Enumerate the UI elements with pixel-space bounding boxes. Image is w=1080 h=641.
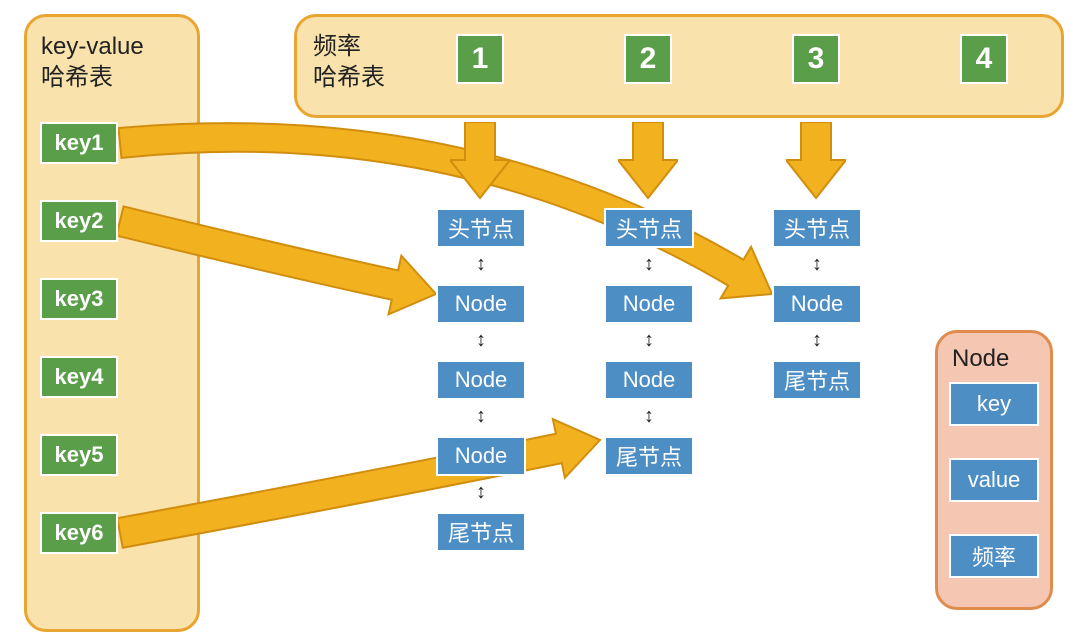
- freq-slot-2: 2: [624, 34, 672, 84]
- node-field-value: value: [949, 458, 1039, 502]
- head-node: 头节点: [604, 208, 694, 248]
- list-node: Node: [436, 284, 526, 324]
- updown-arrow-icon: ↕: [639, 254, 659, 274]
- down-arrow-icon: [618, 122, 678, 200]
- list-node: Node: [604, 284, 694, 324]
- freq-slot-4: 4: [960, 34, 1008, 84]
- updown-arrow-icon: ↕: [471, 406, 491, 426]
- kv-title: key-value 哈希表: [41, 31, 144, 93]
- updown-arrow-icon: ↕: [471, 482, 491, 502]
- list-node: Node: [436, 360, 526, 400]
- key-box-3: key3: [40, 278, 118, 320]
- key-box-5: key5: [40, 434, 118, 476]
- freq-slot-1: 1: [456, 34, 504, 84]
- key-box-6: key6: [40, 512, 118, 554]
- head-node: 头节点: [772, 208, 862, 248]
- head-node: 头节点: [436, 208, 526, 248]
- down-arrow-icon: [450, 122, 510, 200]
- node-field-频率: 频率: [949, 534, 1039, 578]
- list-node: Node: [772, 284, 862, 324]
- updown-arrow-icon: ↕: [639, 330, 659, 350]
- key-box-2: key2: [40, 200, 118, 242]
- tail-node: 尾节点: [604, 436, 694, 476]
- freq-slot-3: 3: [792, 34, 840, 84]
- key-box-1: key1: [40, 122, 118, 164]
- updown-arrow-icon: ↕: [471, 330, 491, 350]
- updown-arrow-icon: ↕: [639, 406, 659, 426]
- node-legend-title: Node: [952, 343, 1009, 374]
- updown-arrow-icon: ↕: [471, 254, 491, 274]
- list-node: Node: [436, 436, 526, 476]
- freq-title: 频率 哈希表: [313, 31, 385, 93]
- freq-hashmap-panel: 频率 哈希表: [294, 14, 1064, 118]
- updown-arrow-icon: ↕: [807, 330, 827, 350]
- updown-arrow-icon: ↕: [807, 254, 827, 274]
- tail-node: 尾节点: [436, 512, 526, 552]
- node-field-key: key: [949, 382, 1039, 426]
- tail-node: 尾节点: [772, 360, 862, 400]
- list-node: Node: [604, 360, 694, 400]
- down-arrow-icon: [786, 122, 846, 200]
- key-box-4: key4: [40, 356, 118, 398]
